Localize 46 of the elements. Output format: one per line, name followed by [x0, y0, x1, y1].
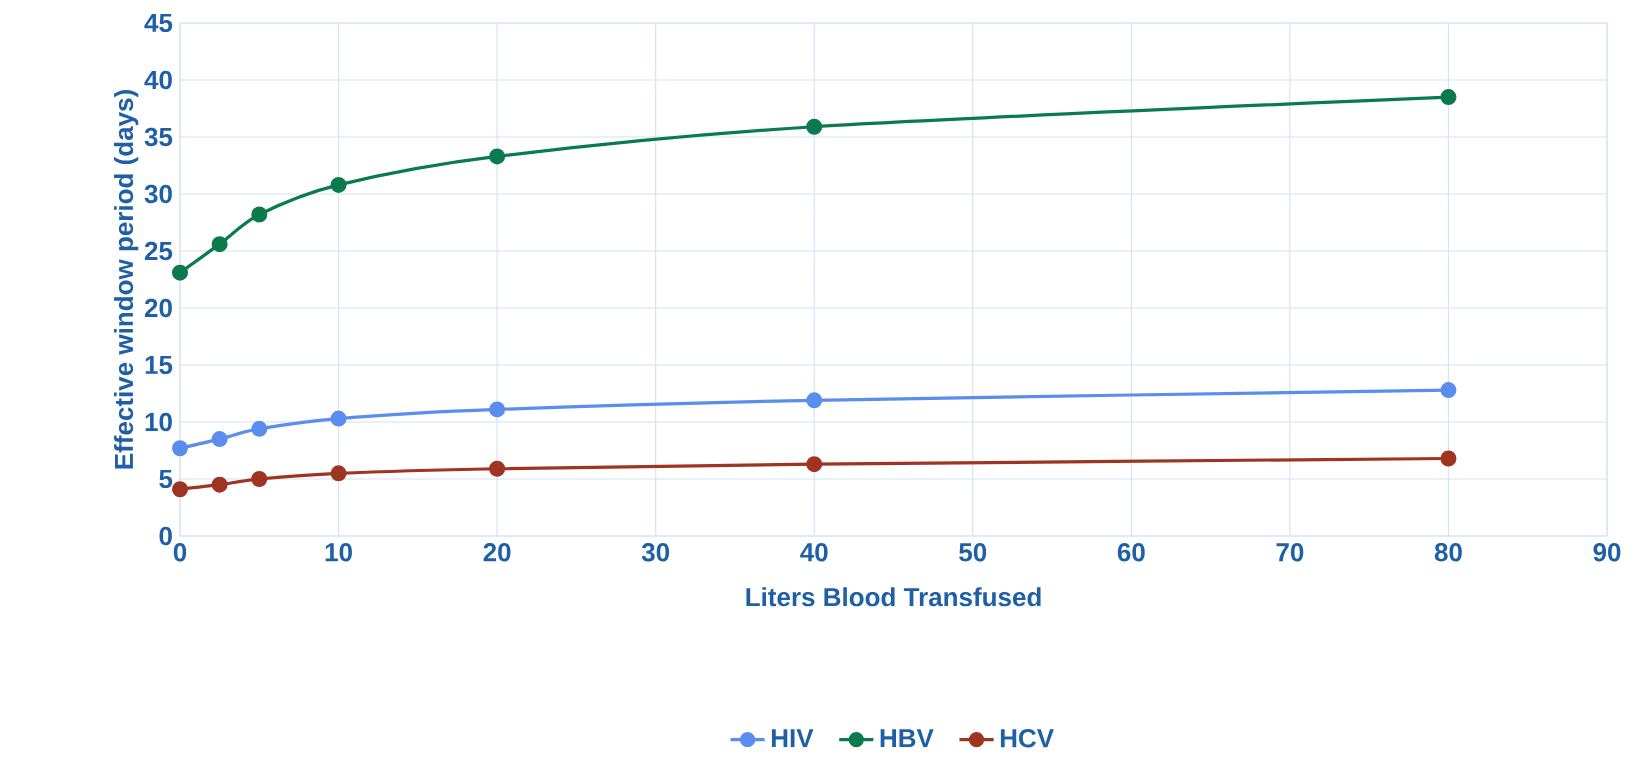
y-axis-title: Effective window period (days) [114, 89, 139, 469]
y-tick-label: 0 [159, 526, 172, 546]
point [1440, 450, 1457, 467]
x-tick-label: 10 [325, 542, 352, 562]
point [172, 264, 188, 281]
x-axis-title: Liters Blood Transfused [746, 587, 1041, 607]
x-tick-label: 50 [959, 542, 987, 562]
x-tick-label: 0 [173, 542, 187, 562]
y-tick-label: 5 [159, 469, 173, 488]
x-tick-label: 30 [641, 542, 670, 562]
x-tick-label: 60 [1117, 542, 1145, 562]
point [211, 236, 228, 253]
legend-label: HBV [880, 729, 934, 747]
legend-label: HCV [1000, 728, 1054, 748]
y-tick-label: 35 [144, 127, 173, 147]
point [172, 440, 188, 457]
x-tick-label: 90 [1593, 542, 1621, 562]
y-tick-label: 15 [145, 355, 173, 374]
point [172, 481, 188, 498]
x-tick-label: 20 [483, 542, 511, 562]
point [251, 206, 268, 223]
point [251, 420, 268, 437]
y-tick-label: 45 [144, 13, 173, 32]
y-tick-label: 40 [144, 70, 172, 90]
point [1440, 381, 1457, 398]
point [806, 118, 823, 135]
y-tick-label: 10 [145, 412, 172, 432]
point [806, 392, 823, 409]
point [211, 430, 228, 447]
legend-label: HIV [771, 729, 814, 747]
x-tick-label: 40 [800, 542, 828, 562]
y-tick-label: 25 [144, 241, 173, 261]
point [489, 148, 506, 165]
y-tick-label: 20 [144, 298, 172, 318]
point [489, 401, 506, 418]
point [330, 176, 347, 193]
point [806, 456, 823, 473]
x-tick-label: 70 [1276, 542, 1304, 562]
point [330, 465, 347, 482]
x-tick-label: 80 [1434, 542, 1462, 562]
point [211, 476, 228, 493]
point [1440, 88, 1457, 105]
y-tick-label: 30 [144, 184, 172, 204]
point [489, 460, 506, 477]
point [330, 410, 347, 427]
point [251, 470, 268, 487]
